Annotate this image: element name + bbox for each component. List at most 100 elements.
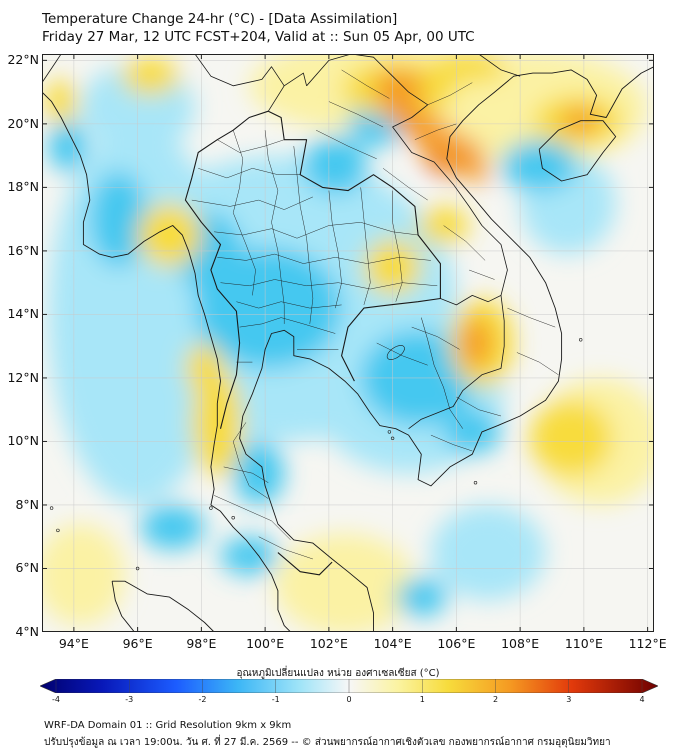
- longitude-label: 96°E: [122, 636, 153, 651]
- latitude-label: 10°N: [7, 433, 39, 449]
- latitude-label: 22°N: [7, 52, 39, 68]
- colorbar-title: อุณหภูมิเปลี่ยนแปลง หน่วย องศาเซลเซียส (…: [236, 668, 440, 679]
- field-patch: [395, 578, 447, 617]
- field-patch: [220, 536, 278, 575]
- colorbar-tick-label: -2: [198, 695, 207, 704]
- province-border: [232, 130, 256, 296]
- map-panel: [42, 54, 654, 632]
- footer-credit: ปรับปรุงข้อมูล ณ เวลา 19:00น. วัน ศ. ที่…: [44, 737, 611, 748]
- province-border: [341, 69, 390, 99]
- longitude-label: 112°E: [628, 636, 667, 651]
- field-patch: [42, 524, 125, 626]
- field-patch: [48, 120, 87, 172]
- field-patch: [140, 505, 205, 550]
- graticule: [42, 54, 654, 632]
- province-border: [214, 222, 419, 239]
- field-patch: [443, 409, 501, 455]
- latitude-label: 4°N: [15, 624, 39, 639]
- longitude-label: 102°E: [309, 636, 348, 651]
- latitude-label: 16°N: [7, 242, 39, 258]
- longitude-label: 98°E: [186, 636, 217, 651]
- colorbar-tick-label: 0: [346, 695, 352, 704]
- colorbar-tick-label: -1: [271, 695, 280, 704]
- coastline-hainan: [538, 120, 617, 182]
- river: [421, 317, 464, 429]
- field-patch: [233, 441, 285, 506]
- island: [56, 528, 60, 533]
- temperature-field: [42, 54, 654, 632]
- field-patch: [529, 400, 613, 477]
- border-laos-cambodia: [440, 295, 502, 306]
- province-border: [239, 317, 336, 334]
- province-border: [376, 342, 428, 366]
- province-border: [411, 326, 460, 350]
- field-patch: [185, 343, 224, 394]
- border-thailand: [268, 110, 441, 382]
- coastlines-and-borders: [42, 54, 654, 632]
- border-vietnam-china: [478, 54, 521, 77]
- province-border: [315, 129, 377, 160]
- province-border: [258, 536, 313, 560]
- longitude-label: 100°E: [246, 636, 285, 651]
- province-border: [328, 101, 384, 128]
- colorbar-tick-label: -3: [125, 695, 134, 704]
- latitude-label: 20°N: [7, 115, 39, 131]
- province-border: [217, 253, 431, 264]
- island: [390, 436, 395, 440]
- latitude-label: 18°N: [7, 179, 39, 195]
- border-myanmar-china: [194, 54, 285, 87]
- colorbar-tick-label: -4: [52, 695, 60, 704]
- border-myanmar-west: [42, 54, 62, 83]
- province-border: [414, 123, 457, 140]
- latitude-label: 6°N: [15, 560, 39, 576]
- province-border: [427, 82, 473, 106]
- coastline-sumatra: [112, 580, 215, 632]
- colorbar: [40, 679, 658, 693]
- colorbar-tick-label: 1: [419, 695, 425, 704]
- province-border: [236, 301, 342, 309]
- map-frame: [42, 54, 654, 632]
- coastline-west: [42, 91, 291, 632]
- field-patch: [303, 136, 368, 194]
- colorbar-tick-label: 2: [492, 695, 499, 704]
- province-border: [443, 225, 486, 261]
- island: [578, 338, 583, 342]
- province-border: [232, 422, 269, 499]
- map-ticks: [42, 54, 654, 632]
- province-border: [328, 190, 342, 309]
- coastline-sumatra: [111, 581, 135, 632]
- province-border: [293, 146, 314, 324]
- map-subtitle: Friday 27 Mar, 12 UTC FCST+204, Valid at…: [42, 29, 475, 45]
- province-border: [392, 190, 403, 302]
- province-border: [430, 434, 473, 452]
- province-border: [217, 139, 285, 153]
- island: [473, 481, 478, 485]
- province-border: [198, 168, 301, 179]
- latitude-label: 12°N: [7, 369, 39, 385]
- province-border: [191, 196, 313, 210]
- island: [387, 430, 392, 434]
- province-border: [220, 279, 438, 290]
- province-border: [382, 168, 428, 201]
- island: [209, 506, 213, 510]
- province-border: [214, 495, 291, 541]
- province-border: [223, 466, 269, 483]
- province-border: [456, 396, 502, 417]
- island: [49, 506, 54, 510]
- border-thailand-malaysia: [277, 552, 333, 576]
- field-patch: [121, 57, 180, 96]
- colorbar-tick-label: 4: [639, 695, 645, 704]
- province-border: [516, 352, 559, 375]
- latitude-label: 8°N: [15, 496, 39, 512]
- island: [135, 566, 140, 571]
- field-patch: [501, 139, 578, 191]
- island: [231, 516, 235, 520]
- field-patch: [45, 79, 77, 124]
- field-patch: [89, 171, 148, 267]
- border-vietnam: [306, 54, 508, 430]
- province-border: [507, 307, 556, 328]
- longitude-label: 108°E: [501, 636, 540, 651]
- field-patch: [459, 317, 492, 369]
- border-laos-china: [267, 72, 307, 112]
- longitude-label: 104°E: [373, 636, 412, 651]
